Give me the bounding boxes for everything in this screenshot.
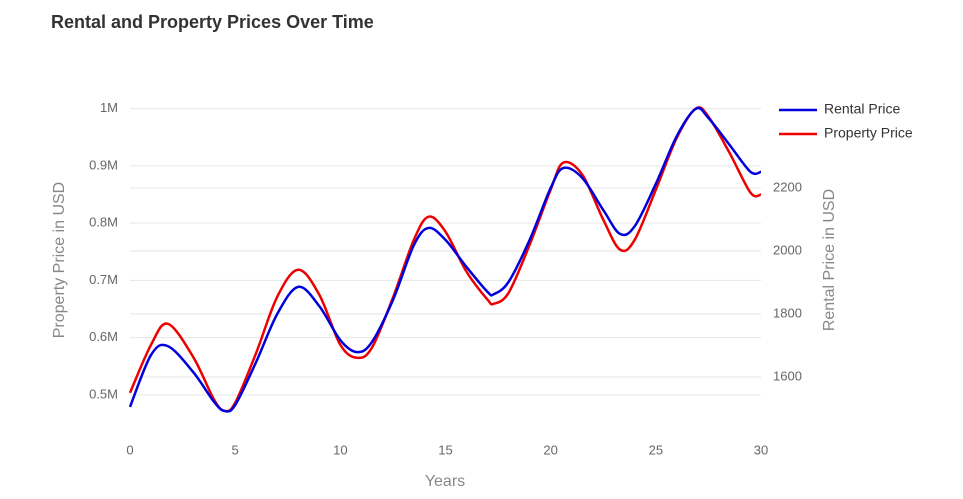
x-tick-label: 5 bbox=[232, 442, 239, 457]
legend-label: Property Price bbox=[824, 125, 913, 141]
y-tick-label: 1M bbox=[100, 100, 118, 115]
series-line bbox=[128, 106, 762, 413]
x-tick-label: 20 bbox=[543, 442, 557, 457]
y-tick-label: 0.9M bbox=[89, 157, 118, 172]
y-tick-label: 0.5M bbox=[89, 386, 118, 401]
x-tick-label: 10 bbox=[333, 442, 347, 457]
x-tick-label: 0 bbox=[126, 442, 133, 457]
y-axis-title: Property Price in USD bbox=[51, 182, 68, 339]
x-tick-label: 30 bbox=[754, 442, 768, 457]
series-line bbox=[128, 106, 762, 413]
y-tick-label: 0.6M bbox=[89, 329, 118, 344]
chart-title: Rental and Property Prices Over Time bbox=[51, 12, 374, 32]
y2-tick-label: 2000 bbox=[773, 242, 802, 257]
y2-tick-label: 2200 bbox=[773, 179, 802, 194]
y2-axis-title: Rental Price in USD bbox=[821, 189, 838, 331]
x-tick-label: 15 bbox=[438, 442, 452, 457]
legend-label: Rental Price bbox=[824, 101, 900, 117]
x-axis-title: Years bbox=[425, 473, 465, 490]
y-tick-label: 0.7M bbox=[89, 272, 118, 287]
x-tick-label: 25 bbox=[649, 442, 663, 457]
y-tick-label: 0.8M bbox=[89, 215, 118, 230]
y2-tick-label: 1800 bbox=[773, 305, 802, 320]
y2-tick-label: 1600 bbox=[773, 368, 802, 383]
